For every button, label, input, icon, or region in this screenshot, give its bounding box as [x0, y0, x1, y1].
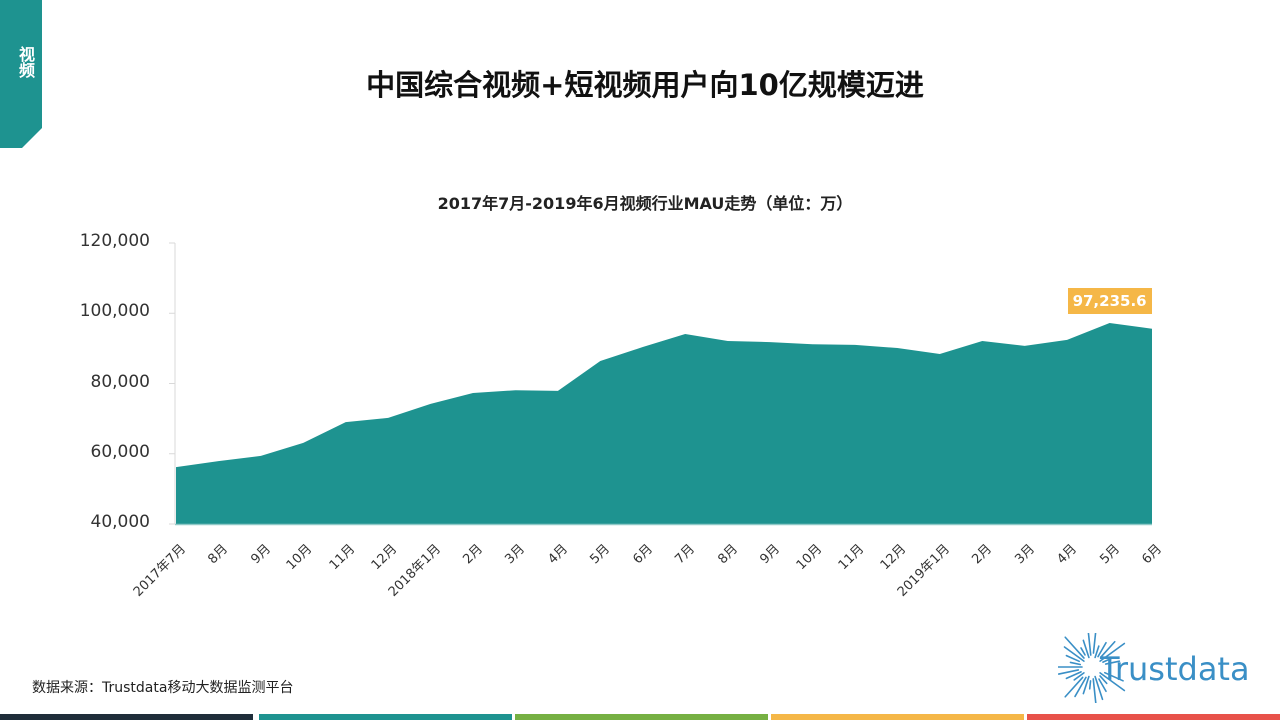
section-tab: 视频 [0, 0, 42, 148]
y-tick-label: 80,000 [90, 371, 150, 392]
footer-bar [1027, 714, 1280, 720]
footer-color-bars [0, 714, 1280, 720]
mau-area-series [176, 323, 1152, 524]
y-tick-label: 120,000 [79, 231, 150, 251]
chart-title: 2017年7月-2019年6月视频行业MAU走势（单位：万） [437, 194, 853, 213]
page-title: 中国综合视频+短视频用户向10亿规模迈进 [366, 68, 924, 102]
y-tick-label: 60,000 [90, 441, 150, 462]
sunburst-icon [1058, 633, 1126, 703]
logo-text: Trustdata [1100, 650, 1250, 688]
footer-bar [771, 714, 1024, 720]
highlight-data-label: 97,235.6 [1067, 287, 1152, 314]
source-note: 数据来源：Trustdata移动大数据监测平台 [32, 680, 294, 696]
y-tick-label: 100,000 [79, 301, 150, 322]
section-tab-shape [0, 0, 42, 148]
footer-bar [259, 714, 512, 720]
y-tick-label: 40,000 [90, 512, 150, 532]
section-tab-label: 视频 [16, 46, 35, 78]
footer-bar [0, 714, 253, 720]
footer-bar [515, 714, 768, 720]
